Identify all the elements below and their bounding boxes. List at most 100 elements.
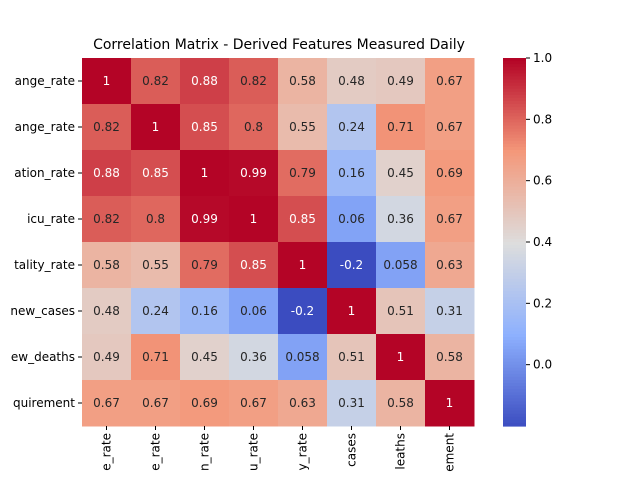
cell-value-label: -0.2 <box>291 304 314 318</box>
heatmap-cell <box>82 242 132 289</box>
cell-value-label: 1 <box>299 258 307 272</box>
colorbar-segment <box>503 73 526 77</box>
colorbar: 1.0 0.8 0.6 0.4 0.2 0.0 <box>503 51 552 427</box>
heatmap-cell <box>376 104 426 151</box>
colorbar-segment <box>503 330 526 335</box>
heatmap-cell <box>229 242 279 289</box>
colorbar-segment <box>503 294 526 298</box>
cell-value-label: 0.67 <box>436 120 463 134</box>
cell-value-label: 0.69 <box>436 166 463 180</box>
heatmap-cell <box>229 288 279 335</box>
cell-value-label: 0.67 <box>436 212 463 226</box>
colorbar-segment <box>503 180 526 185</box>
heatmap-cell <box>278 58 328 105</box>
colorbar-segment <box>503 315 526 320</box>
column-labels: e_rate e_rate n_rate u_rate y_rate cases leath… <box>100 426 457 472</box>
colorbar-segment <box>503 419 526 424</box>
colorbar-segment <box>503 410 526 415</box>
colorbar-segment <box>503 220 526 225</box>
cell-value-label: 0.63 <box>289 396 316 410</box>
cell-value-label: 0.88 <box>93 166 120 180</box>
cell-value-label: 0.82 <box>93 120 120 134</box>
heatmap-cells: 1 0.82 0.88 0.82 0.58 0.48 0.49 0.67 0.82 1 0.85 0.… <box>82 58 475 427</box>
cell-value-label: 0.36 <box>387 212 414 226</box>
heatmap-cell <box>82 334 132 381</box>
heatmap-cell <box>327 58 377 105</box>
row-label: new_cases <box>10 304 75 318</box>
colorbar-segment <box>503 208 526 212</box>
colorbar-segment <box>503 156 526 160</box>
colorbar-segment <box>503 389 526 393</box>
colorbar-segment <box>503 334 526 338</box>
colorbar-segment <box>503 140 526 145</box>
heatmap-cell <box>131 58 181 105</box>
row-label: ew_deaths <box>11 350 75 364</box>
heatmap-cell <box>376 242 426 289</box>
heatmap-cell <box>82 150 132 197</box>
colorbar-segment <box>503 327 526 332</box>
heatmap-cell <box>376 196 426 243</box>
heatmap-cell <box>376 380 426 427</box>
colorbar-segment <box>503 376 526 381</box>
heatmap-cell <box>278 104 328 151</box>
cell-value-label: 1 <box>397 350 405 364</box>
colorbar-segment <box>503 248 526 252</box>
cell-value-label: 0.24 <box>142 304 169 318</box>
colorbar-segment <box>503 217 526 222</box>
heatmap-cell <box>229 150 279 197</box>
colorbar-segment <box>503 413 526 418</box>
colorbar-segment <box>503 340 526 344</box>
colorbar-segment <box>503 232 526 237</box>
colorbar-segment <box>503 306 526 311</box>
column-label: u_rate <box>247 433 261 471</box>
cell-value-label: 0.8 <box>244 120 263 134</box>
colorbar-segment <box>503 91 526 96</box>
row-labels: ange_rate ange_rate ation_rate icu_ratetali… <box>10 74 82 410</box>
heatmap-cell <box>229 196 279 243</box>
cell-value-label: 0.67 <box>436 74 463 88</box>
colorbar-segment <box>503 380 526 384</box>
cell-value-label: 0.67 <box>240 396 267 410</box>
colorbar-segment <box>503 177 526 182</box>
cell-value-label: 1 <box>250 212 258 226</box>
cell-value-label: 0.45 <box>191 350 218 364</box>
heatmap-cell <box>327 196 377 243</box>
colorbar-segment <box>503 303 526 307</box>
colorbar-segment <box>503 214 526 219</box>
row-label: ange_rate <box>15 74 75 88</box>
colorbar-segment <box>503 278 526 283</box>
heatmap-cell <box>180 242 230 289</box>
heatmap-cell <box>327 150 377 197</box>
colorbar-tick-label: 1.0 <box>533 51 552 65</box>
colorbar-segment <box>503 358 526 363</box>
colorbar-segment <box>503 355 526 360</box>
colorbar-segment <box>503 107 526 111</box>
cell-value-label: 0.16 <box>191 304 218 318</box>
cell-value-label: 1 <box>103 74 111 88</box>
cell-value-label: 0.71 <box>387 120 414 134</box>
cell-value-label: 1 <box>201 166 209 180</box>
colorbar-segment <box>503 352 526 357</box>
colorbar-segment <box>503 162 526 166</box>
cell-value-label: 0.82 <box>240 74 267 88</box>
heatmap-cell <box>229 380 279 427</box>
cell-value-label: 0.24 <box>338 120 365 134</box>
row-label: ation_rate <box>14 166 75 180</box>
column-label: n_rate <box>198 433 212 471</box>
colorbar-segment <box>503 150 526 154</box>
colorbar-segment <box>503 137 526 142</box>
cell-value-label: 0.82 <box>93 212 120 226</box>
colorbar-segment <box>503 76 526 81</box>
colorbar-segment <box>503 263 526 268</box>
colorbar-segment <box>503 383 526 387</box>
column-label: y_rate <box>296 433 310 470</box>
cell-value-label: 0.58 <box>436 350 463 364</box>
cell-value-label: 0.058 <box>383 258 417 272</box>
colorbar-segment <box>503 416 526 421</box>
cell-value-label: 0.55 <box>289 120 316 134</box>
colorbar-segment <box>503 58 526 62</box>
heatmap-cell <box>229 104 279 151</box>
colorbar-segment <box>503 223 526 228</box>
cell-value-label: 0.48 <box>93 304 120 318</box>
colorbar-segment <box>503 364 526 369</box>
